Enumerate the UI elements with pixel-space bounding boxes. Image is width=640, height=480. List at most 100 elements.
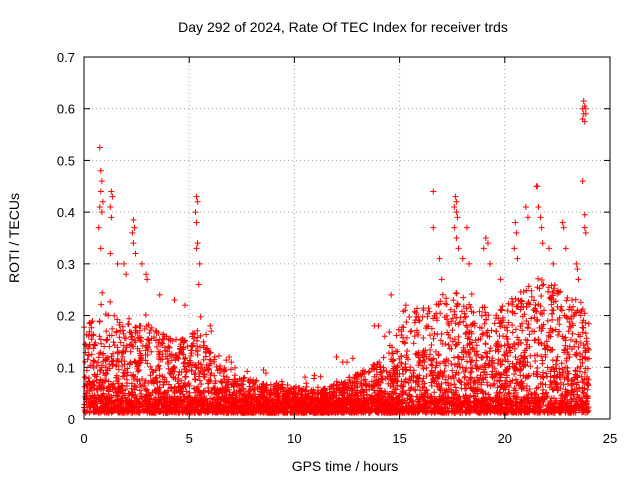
data-point <box>428 382 435 389</box>
data-point <box>449 327 456 334</box>
data-point <box>566 306 573 313</box>
data-point <box>326 398 333 405</box>
data-point <box>113 363 120 370</box>
data-point <box>156 351 163 358</box>
data-point <box>470 320 477 327</box>
data-point <box>200 405 207 412</box>
data-point <box>580 390 587 397</box>
data-point <box>126 341 133 348</box>
data-point <box>543 389 550 396</box>
data-point <box>413 310 420 317</box>
data-point <box>282 395 289 402</box>
data-point <box>554 332 561 339</box>
data-point <box>153 328 160 335</box>
data-point <box>453 397 460 404</box>
data-point <box>336 381 343 388</box>
data-point <box>541 342 548 349</box>
data-point <box>408 327 415 334</box>
data-point <box>453 405 460 412</box>
data-point <box>551 385 558 392</box>
data-point <box>462 408 469 415</box>
data-point <box>480 330 487 337</box>
data-point <box>499 322 506 329</box>
data-point <box>403 405 410 412</box>
data-point <box>175 383 182 390</box>
data-point <box>551 395 558 402</box>
data-point <box>224 387 231 394</box>
data-point <box>101 384 108 391</box>
data-point <box>191 396 198 403</box>
data-point <box>576 385 583 392</box>
data-point <box>503 324 510 331</box>
data-point <box>581 310 588 317</box>
data-point <box>123 344 130 351</box>
data-point <box>537 303 544 310</box>
data-point <box>424 313 431 320</box>
data-point <box>285 388 292 395</box>
data-point <box>153 343 160 350</box>
data-point <box>505 358 512 365</box>
data-point <box>109 362 116 369</box>
data-point <box>87 320 94 327</box>
data-point <box>509 329 516 336</box>
data-point <box>585 407 592 414</box>
data-point <box>572 371 579 378</box>
data-point <box>582 354 589 361</box>
data-point <box>491 380 498 387</box>
data-point <box>202 348 209 355</box>
data-point <box>473 352 480 359</box>
data-point <box>539 390 546 397</box>
data-point <box>517 339 524 346</box>
data-point <box>449 338 456 345</box>
data-point <box>577 333 584 340</box>
data-point <box>365 404 372 411</box>
data-point <box>88 336 95 343</box>
data-point <box>341 387 348 394</box>
data-point <box>191 375 198 382</box>
data-point <box>120 409 127 416</box>
data-point <box>220 406 227 413</box>
data-point <box>317 408 324 415</box>
data-point <box>87 362 94 369</box>
data-point <box>551 372 558 379</box>
data-point <box>577 299 584 306</box>
data-point <box>192 370 199 377</box>
data-point <box>567 324 574 331</box>
data-point <box>524 359 531 366</box>
data-point <box>90 364 97 371</box>
data-point <box>154 384 161 391</box>
data-point <box>541 409 548 416</box>
data-point <box>560 369 567 376</box>
data-point <box>107 383 114 390</box>
data-point <box>430 335 437 342</box>
data-point <box>282 401 289 408</box>
data-point <box>553 365 560 372</box>
data-point <box>156 378 163 385</box>
data-point <box>533 317 540 324</box>
data-point <box>448 375 455 382</box>
data-point <box>526 331 533 338</box>
data-point <box>386 371 393 378</box>
data-point <box>81 374 88 380</box>
data-point <box>176 408 183 415</box>
data-point <box>517 352 524 359</box>
data-point <box>441 401 448 408</box>
data-point <box>514 303 521 310</box>
data-point <box>155 362 162 369</box>
data-point <box>390 350 397 357</box>
data-point <box>415 381 422 388</box>
data-point <box>414 305 421 312</box>
data-point <box>368 378 375 385</box>
data-point <box>192 376 199 383</box>
data-point <box>277 386 284 393</box>
data-point <box>436 360 443 367</box>
data-point <box>502 366 509 373</box>
data-point <box>437 337 444 344</box>
data-point <box>509 322 516 329</box>
data-point <box>399 323 406 330</box>
data-point <box>231 372 238 379</box>
data-point <box>173 387 180 394</box>
data-point <box>227 366 234 373</box>
data-point <box>127 348 134 355</box>
data-point <box>525 321 532 328</box>
